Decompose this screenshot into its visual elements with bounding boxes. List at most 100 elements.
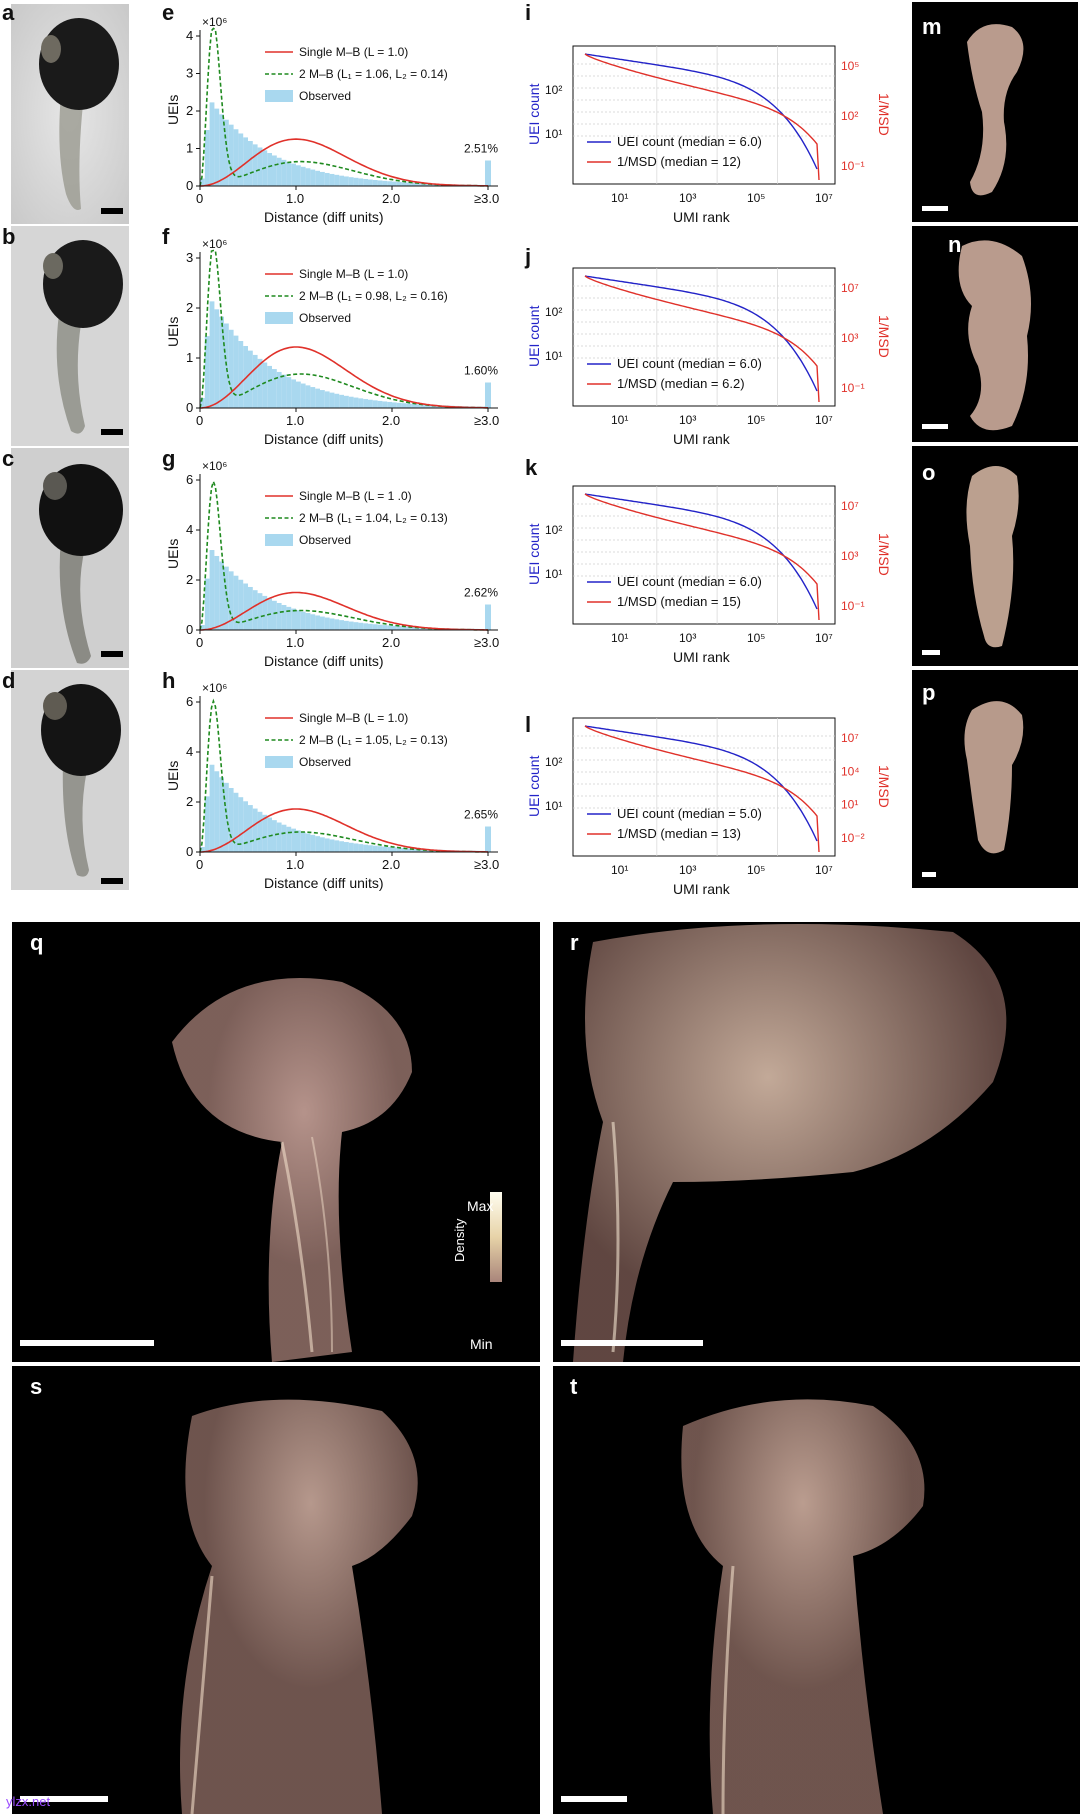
y-exponent: ×10⁶ <box>202 681 227 695</box>
panel-label-b: b <box>2 224 16 249</box>
legend-inverse-msd: 1/MSD (median = 13) <box>617 826 741 841</box>
observed-bar <box>372 180 378 186</box>
observed-bar <box>339 841 344 852</box>
observed-bar <box>396 402 402 408</box>
observed-bar <box>392 402 397 408</box>
legend-uei-count: UEI count (median = 6.0) <box>617 574 762 589</box>
x-tick-label: 0 <box>196 857 203 872</box>
x-axis-label: UMI rank <box>673 431 731 447</box>
right-tick-label: 10⁻¹ <box>841 381 865 395</box>
observed-bar <box>348 621 354 630</box>
rank-chart-j: 10¹ 10² 10⁷ 10³ 10⁻¹ 10¹ 10³ 10⁵ 10⁷ UMI rank UEI … <box>526 267 892 447</box>
panel-label-r: r <box>570 930 579 955</box>
observed-bar <box>320 616 325 630</box>
observed-bar <box>348 396 354 408</box>
observed-bar <box>358 622 364 630</box>
panel-label-d: d <box>2 668 16 693</box>
right-axis-label: 1/MSD <box>876 533 892 576</box>
colorbar-max-label: Max <box>467 1198 494 1214</box>
observed-bar <box>291 379 296 408</box>
photo-d <box>11 670 129 890</box>
observed-bar <box>416 404 421 408</box>
colorbar-min-label: Min <box>470 1336 493 1352</box>
observed-bar <box>209 102 215 186</box>
y-tick-label: 6 <box>186 694 193 709</box>
observed-bar <box>324 617 330 630</box>
observed-bar <box>344 395 349 408</box>
observed-bar <box>324 838 330 852</box>
photo-c <box>11 448 129 668</box>
uei-count-curve <box>584 53 818 170</box>
embryo-image-a <box>11 4 129 224</box>
observed-bar <box>377 180 383 186</box>
observed-bar <box>368 179 373 186</box>
distance-charts: 2.51% 0 1 2 3 4 0 1.0 2.0 ≥3.0 ×10⁶ UEIs Distance (d… <box>165 15 499 891</box>
observed-bar <box>401 626 407 630</box>
x-axis-label: UMI rank <box>673 209 731 225</box>
observed-bar <box>382 180 388 186</box>
legend-single-mb: Single M–B (L = 1.0) <box>299 267 408 281</box>
observed-bar <box>310 614 316 630</box>
observed-bar <box>272 369 277 408</box>
reconstruction-m <box>912 2 1078 222</box>
observed-bar <box>300 166 306 186</box>
observed-bar <box>276 822 282 852</box>
x-tick-label: 2.0 <box>382 191 400 206</box>
panel-label-a: a <box>2 0 15 25</box>
overflow-percentage: 2.65% <box>464 808 498 822</box>
observed-bar <box>286 377 292 408</box>
observed-bar <box>257 147 263 186</box>
observed-bar <box>252 354 258 408</box>
specimen-image-s <box>20 1399 418 1814</box>
photo-a <box>11 4 129 224</box>
panel-label-i: i <box>525 0 532 25</box>
y-exponent: ×10⁶ <box>202 237 227 251</box>
observed-bar <box>291 163 296 186</box>
observed-bar <box>382 401 388 408</box>
observed-bar <box>348 842 354 852</box>
observed-bar <box>329 618 335 630</box>
observed-bar <box>233 575 239 630</box>
x-tick-label: ≥3.0 <box>474 857 499 872</box>
y-tick-label: 4 <box>186 744 193 759</box>
observed-bar <box>368 845 373 852</box>
right-tick-label: 10¹ <box>841 798 858 812</box>
observed-bar <box>204 336 210 408</box>
observed-bar <box>416 183 421 186</box>
observed-bar <box>344 620 349 630</box>
observed-bar <box>209 764 215 852</box>
distance-chart-g: 2.62% 0 2 4 6 0 1.0 2.0 ≥3.0 ×10⁶ UEIs Distance (di… <box>165 459 499 669</box>
observed-bar <box>411 626 416 630</box>
observed-bar <box>257 811 263 852</box>
x-tick-label: 10⁵ <box>747 631 765 645</box>
y-axis-label: UEIs <box>165 317 181 347</box>
observed-bar <box>300 831 306 852</box>
observed-bar <box>315 836 320 852</box>
legend-two-mb: 2 M–B (L₁ = 0.98, L₂ = 0.16) <box>299 289 448 303</box>
observed-bar <box>411 182 416 186</box>
specimen-image-p <box>922 701 1024 877</box>
observed-bar <box>238 341 244 408</box>
legend-swatch-observed <box>265 534 293 546</box>
legend-single-mb: Single M–B (L = 1.0) <box>299 45 408 59</box>
x-tick-label: 10¹ <box>611 863 628 877</box>
observed-bar <box>219 777 224 852</box>
plot-frame <box>572 45 836 185</box>
panel-label-l: l <box>525 712 532 737</box>
x-tick-label: ≥3.0 <box>474 191 499 206</box>
observed-bar <box>214 108 220 186</box>
observed-bar <box>406 403 412 408</box>
left-tick-label: 10¹ <box>545 799 562 813</box>
x-tick-label: 10³ <box>679 863 696 877</box>
observed-bar <box>334 619 340 630</box>
observed-bar <box>305 168 311 186</box>
observed-bar <box>272 820 277 852</box>
left-axis-label: UEI count <box>526 305 542 367</box>
y-axis-label: UEIs <box>165 95 181 125</box>
x-axis-label: UMI rank <box>673 649 731 665</box>
observed-bar <box>420 183 426 186</box>
legend-two-mb: 2 M–B (L₁ = 1.06, L₂ = 0.14) <box>299 67 448 81</box>
observed-bar <box>243 346 248 408</box>
observed-bar <box>329 839 335 852</box>
observed-bar <box>272 600 277 630</box>
